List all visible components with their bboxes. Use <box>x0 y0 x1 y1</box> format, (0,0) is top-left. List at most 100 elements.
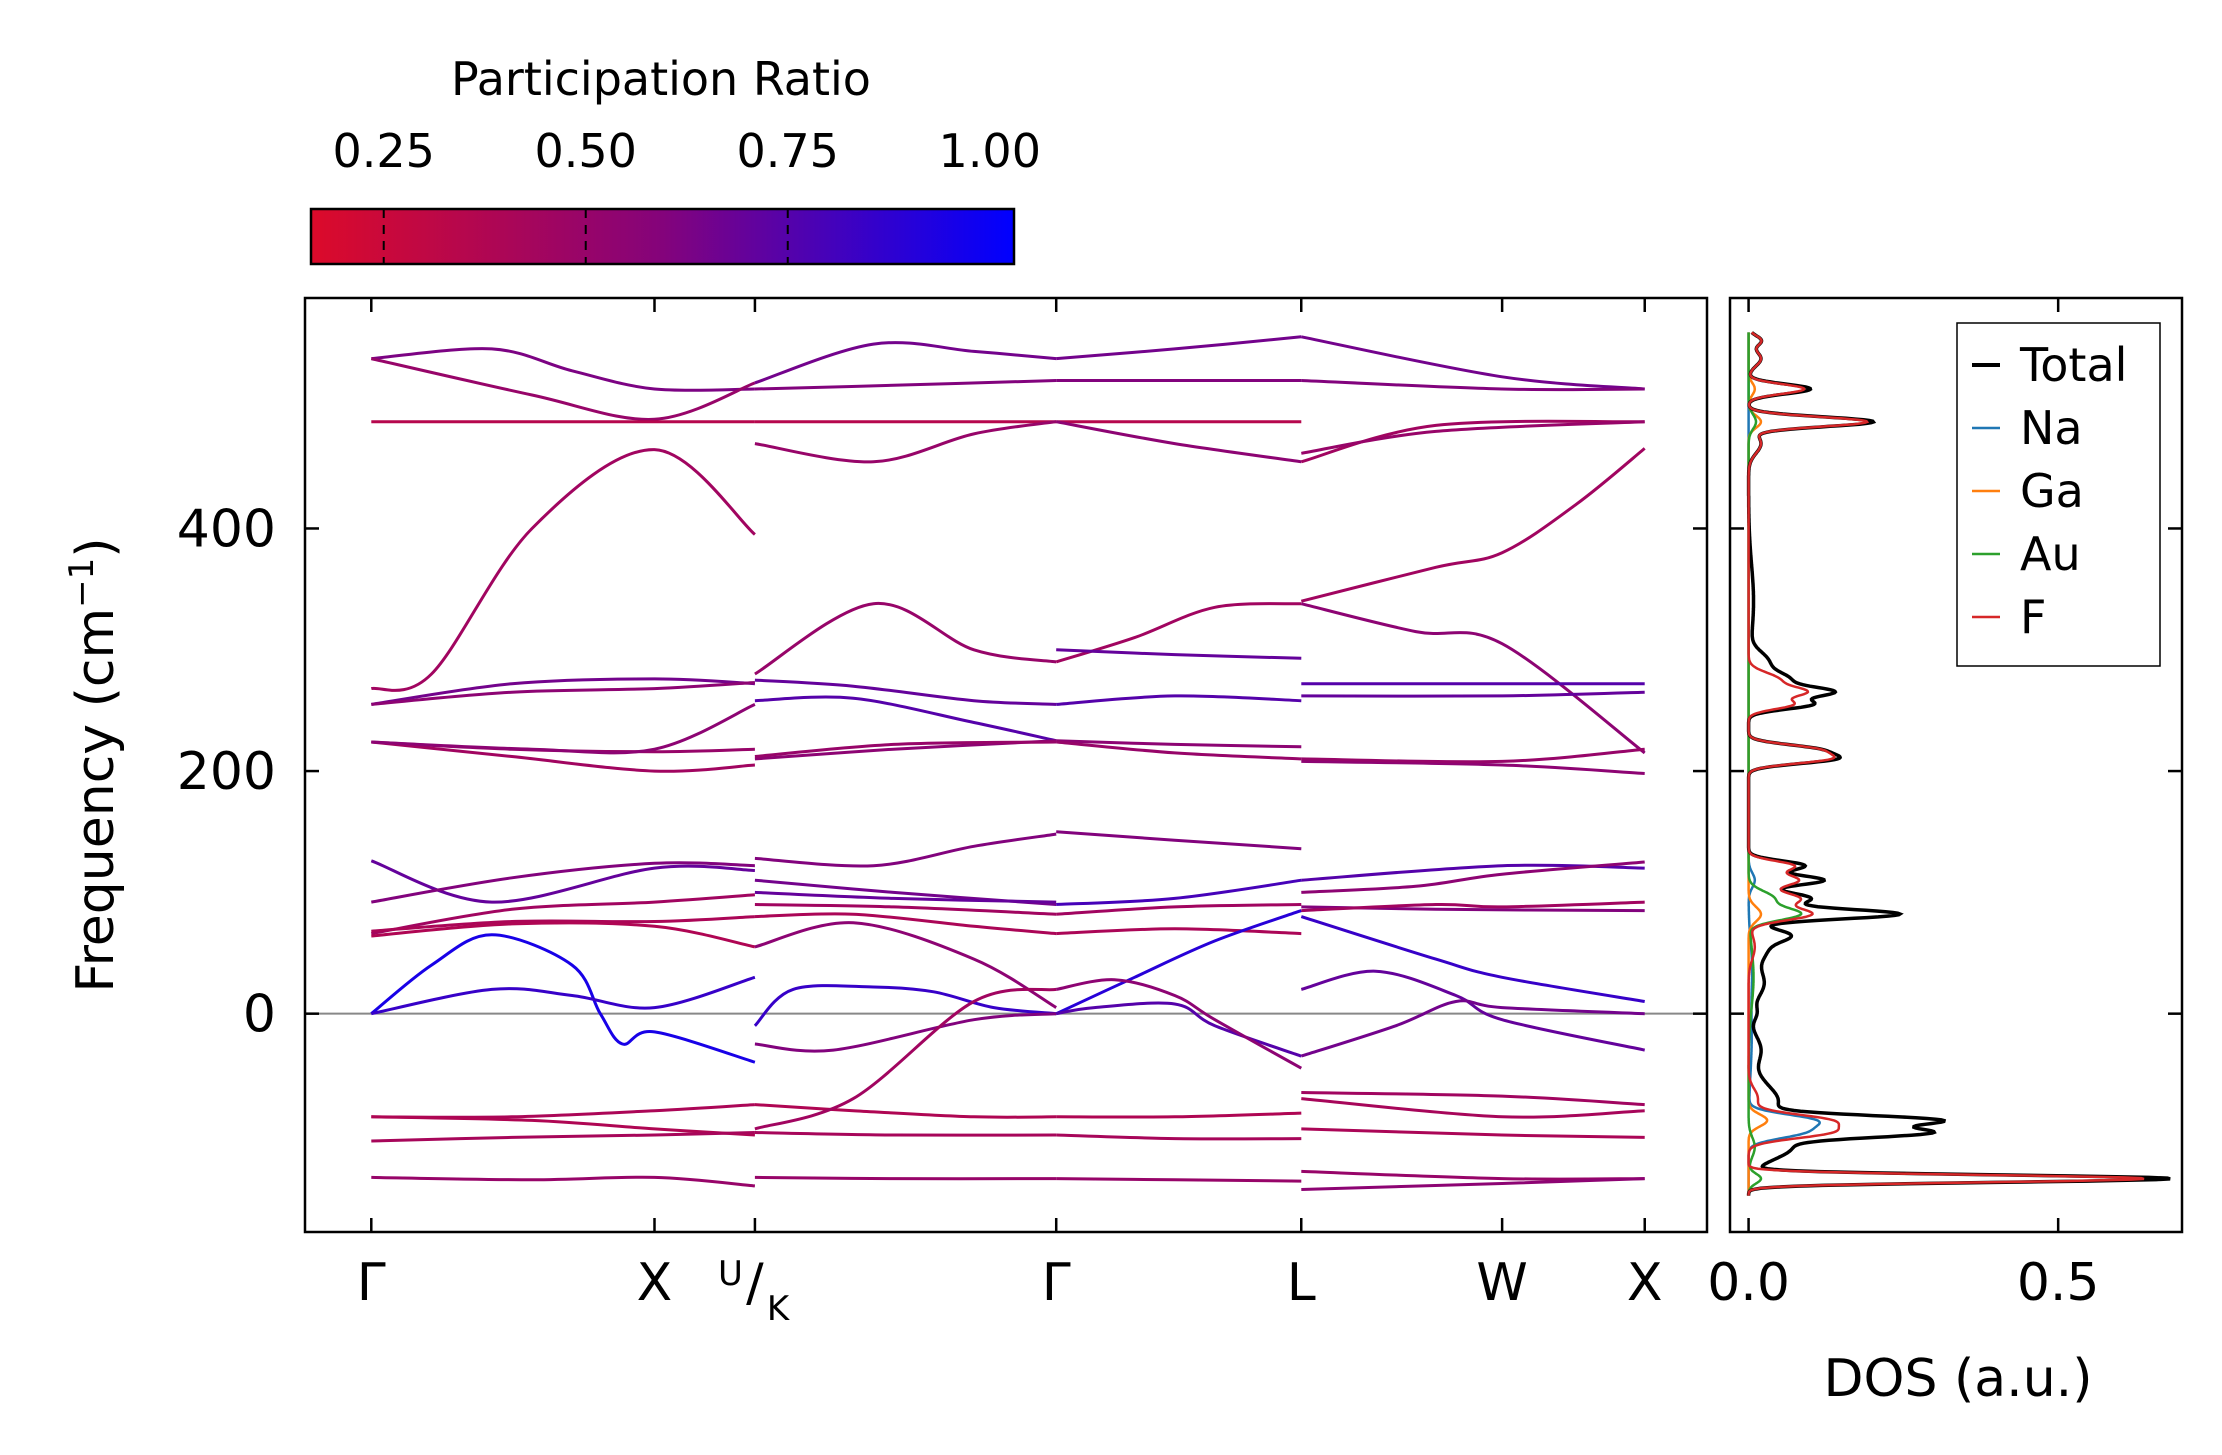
phonon-band-line <box>754 832 1057 868</box>
kpoint-label-top: U <box>718 1254 743 1294</box>
phonon-band-line <box>1056 903 1302 916</box>
phonon-band-line <box>370 448 756 692</box>
y-axis: 0 200 400 <box>177 499 2182 1045</box>
colorbar-gradient <box>309 207 1016 266</box>
phonon-band-line <box>1300 447 1646 603</box>
colorbar-tick-label: 0.75 <box>737 124 839 178</box>
dos-x-tick-label: 0.5 <box>2017 1253 2100 1313</box>
band-plot-frame <box>303 296 1709 1234</box>
dos-x-axis-label: DOS (a.u.) <box>1824 1349 2093 1409</box>
phonon-band-line <box>1056 739 1302 749</box>
phonon-band-line <box>754 1175 1057 1181</box>
phonon-band-line <box>371 740 755 773</box>
phonon-band-line <box>1056 830 1302 851</box>
phonon-band-line <box>1055 978 1303 1070</box>
phonon-band-line <box>754 341 1057 385</box>
phonon-band-line <box>371 1175 756 1188</box>
phonon-band-line <box>371 677 755 706</box>
band-lines <box>370 335 1646 1191</box>
phonon-band-line <box>1300 915 1645 1003</box>
band-structure-panel: Γ X U / K Γ L W X 0 200 400 Frequency (cm−1) <box>62 296 2182 1329</box>
phonon-band-line <box>754 987 1057 1131</box>
y-axis-label-close: ) <box>66 537 126 557</box>
phonon-band-line <box>1300 969 1646 1052</box>
phonon-band-line <box>754 602 1057 676</box>
phonon-band-line <box>1301 1127 1645 1139</box>
kpoint-label: X <box>1627 1253 1663 1313</box>
colorbar-tick-label: 0.50 <box>535 124 637 178</box>
y-tick-label: 400 <box>177 499 276 559</box>
phonon-band-line <box>371 921 756 949</box>
phonon-band-line <box>1056 927 1302 936</box>
phonon-band-line <box>371 681 755 706</box>
phonon-band-line <box>754 903 1057 916</box>
phonon-band-line <box>1301 900 1645 913</box>
colorbar-tick-label: 1.00 <box>939 124 1041 178</box>
kpoint-label-bottom: K <box>767 1289 791 1329</box>
phonon-band-line <box>370 933 756 1064</box>
phonon-band-line <box>754 695 1057 743</box>
phonon-band-line <box>1056 740 1302 761</box>
phonon-band-line <box>754 420 1057 464</box>
phonon-band-line <box>1056 1111 1302 1119</box>
legend-frame <box>1956 322 2161 667</box>
phonon-band-line <box>371 1131 755 1143</box>
phonon-band-line <box>1301 1091 1645 1107</box>
phonon-band-line <box>1056 878 1302 906</box>
phonon-band-line <box>754 678 1057 706</box>
y-axis-label: Frequency (cm−1) <box>62 537 126 992</box>
phonon-band-line <box>370 975 756 1016</box>
phonon-band-line <box>1301 335 1645 391</box>
phonon-band-line <box>1056 335 1302 361</box>
colorbar-tick-label: 0.25 <box>333 124 435 178</box>
legend-label: Au <box>2020 527 2081 581</box>
phonon-band-line <box>371 915 755 933</box>
phonon-band-line <box>371 861 755 904</box>
kpoint-label: W <box>1476 1253 1527 1313</box>
y-tick-label: 0 <box>243 985 276 1045</box>
phonon-band-line <box>1056 694 1302 706</box>
y-axis-label-exponent: −1 <box>62 558 102 608</box>
kpoint-label: Γ <box>1042 1253 1071 1313</box>
phonon-band-line <box>1055 909 1302 1016</box>
phonon-band-line <box>1301 1169 1645 1181</box>
kpoint-label: L <box>1287 1253 1316 1313</box>
phonon-band-line <box>753 984 1057 1027</box>
phonon-band-line <box>754 1103 1057 1119</box>
phonon-band-line <box>1301 759 1645 775</box>
dos-lines <box>1746 331 2171 1196</box>
phonon-band-line <box>754 912 1057 936</box>
phonon-band-line <box>1301 1177 1645 1191</box>
legend-label: Na <box>2020 401 2083 455</box>
phonon-band-line <box>1300 602 1646 755</box>
kpoint-label-slash: / <box>746 1253 764 1313</box>
phonon-band-line <box>370 357 756 421</box>
phonon-band-line <box>754 1131 1057 1137</box>
phonon-band-line <box>1300 999 1645 1058</box>
phonon-band-line <box>1056 1177 1302 1183</box>
phonon-band-line <box>371 1115 755 1137</box>
dos-panel: 0.0 0.5 DOS (a.u.) Total Na Ga Au F <box>1707 296 2184 1409</box>
phonon-band-line <box>754 890 1057 904</box>
dos-plot-frame <box>1728 296 2184 1234</box>
phonon-band-line <box>754 740 1057 758</box>
phonon-band-line <box>1301 863 1645 882</box>
legend-label: Total <box>2019 338 2127 392</box>
legend-label: Ga <box>2020 464 2084 518</box>
phonon-band-line <box>1055 602 1302 664</box>
phonon-band-line <box>371 893 756 936</box>
y-axis-label-main: Frequency (cm <box>66 608 126 993</box>
phonon-band-line <box>1055 420 1302 464</box>
phonon-band-line <box>1301 1097 1645 1119</box>
colorbar-label: Participation Ratio <box>451 52 871 106</box>
phonon-band-line <box>1301 690 1645 698</box>
phonon-band-line <box>754 379 1057 391</box>
phonon-band-line <box>1056 648 1302 660</box>
dos-x-axis: 0.0 0.5 <box>1707 298 2100 1313</box>
phonon-band-line <box>754 921 1057 1009</box>
colorbar-ticks: 0.25 0.50 0.75 1.00 <box>333 124 1041 264</box>
phonon-band-line <box>1056 1133 1302 1141</box>
kpoint-label: X <box>637 1253 673 1313</box>
phonon-band-line <box>1300 419 1645 464</box>
kpoint-label: Γ <box>357 1253 386 1313</box>
